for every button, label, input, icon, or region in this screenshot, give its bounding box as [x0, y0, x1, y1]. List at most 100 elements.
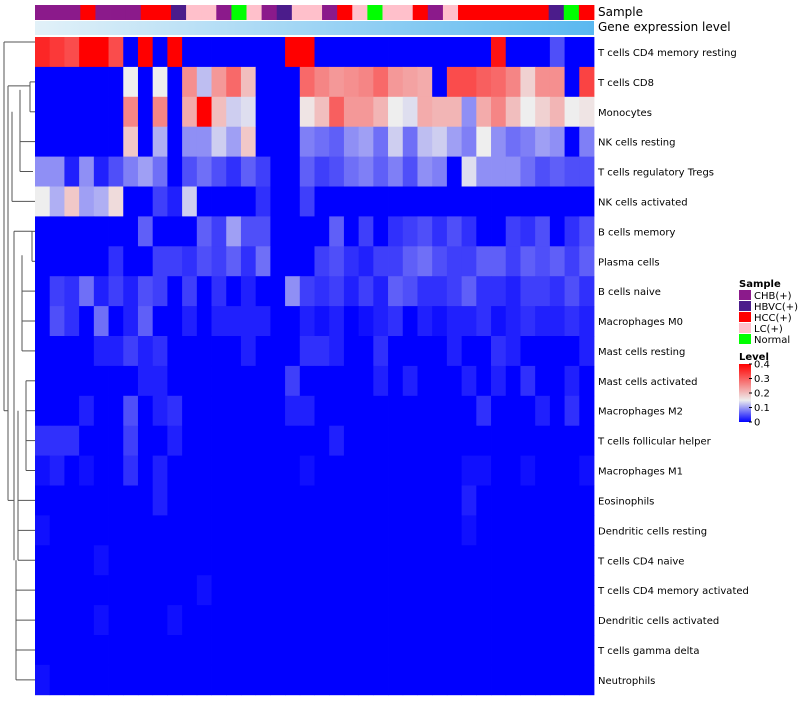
- heatmap-cell: [152, 365, 168, 397]
- heatmap-cell: [35, 66, 51, 98]
- heatmap-cell: [226, 37, 242, 68]
- heatmap-cell: [196, 515, 212, 546]
- heatmap-cell: [417, 216, 433, 247]
- heatmap-cell: [343, 365, 360, 397]
- heatmap-cell: [417, 395, 433, 427]
- heatmap-cell: [299, 96, 315, 128]
- heatmap-cell: [285, 336, 301, 367]
- sample-annotation-cell: [291, 5, 308, 20]
- heatmap-cell: [343, 216, 360, 247]
- heatmap-cell: [64, 186, 80, 217]
- heatmap-cell: [491, 37, 507, 68]
- heatmap-cell: [299, 515, 315, 546]
- heatmap-cell: [240, 545, 257, 576]
- sample-annotation-cell: [186, 5, 202, 20]
- heatmap-cell: [137, 336, 154, 367]
- heatmap-cell: [491, 306, 507, 337]
- heatmap-cell: [373, 246, 389, 277]
- heatmap-cell: [505, 455, 521, 486]
- row-label: T cells follicular helper: [597, 437, 712, 448]
- heatmap-cell: [564, 425, 580, 456]
- heatmap-cell: [35, 306, 51, 337]
- heatmap-cell: [358, 485, 374, 516]
- sample-annotation-cell: [306, 5, 323, 20]
- heatmap-cell: [343, 246, 360, 277]
- heatmap-cell: [432, 664, 448, 696]
- heatmap-cell: [579, 126, 595, 157]
- heatmap-cell: [549, 186, 565, 217]
- heatmap-cell: [505, 37, 521, 68]
- row-label: Macrophages M0: [598, 317, 683, 328]
- heatmap-cell: [432, 37, 448, 68]
- heatmap-cell: [167, 545, 183, 576]
- heatmap-cell: [579, 216, 595, 247]
- heatmap-cell: [579, 156, 595, 187]
- heatmap-cell: [491, 365, 507, 397]
- heatmap-cell: [93, 575, 109, 606]
- row-label: Mast cells resting: [598, 347, 685, 358]
- heatmap-cell: [79, 425, 95, 456]
- sample-legend-label: LC(+): [754, 324, 783, 335]
- row-label: Mast cells activated: [598, 377, 697, 388]
- heatmap-cell: [270, 395, 286, 427]
- heatmap-cell: [182, 635, 198, 666]
- level-legend-tick-label: 0.2: [754, 389, 770, 400]
- heatmap-cell: [535, 485, 551, 516]
- heatmap-cell: [535, 605, 551, 636]
- heatmap-cell: [196, 37, 212, 68]
- heatmap-cell: [299, 246, 315, 277]
- heatmap-cell: [388, 605, 404, 636]
- heatmap-cell: [211, 126, 227, 157]
- heatmap-cell: [520, 276, 536, 307]
- heatmap-cell: [373, 575, 389, 606]
- heatmap-cell: [432, 306, 448, 337]
- heatmap-cell: [211, 186, 227, 217]
- heatmap-cell: [417, 545, 433, 576]
- heatmap-cell: [358, 216, 374, 247]
- row-label: T cells CD4 naive: [597, 556, 684, 567]
- heatmap-cell: [167, 156, 183, 187]
- heatmap-cell: [373, 276, 389, 307]
- heatmap-cell: [299, 545, 315, 576]
- heatmap-cell: [64, 276, 80, 307]
- expression-annotation-strip: [35, 21, 594, 35]
- heatmap-cell: [549, 605, 565, 636]
- heatmap-cell: [255, 126, 271, 157]
- heatmap-cell: [285, 425, 301, 456]
- heatmap-cell: [79, 336, 95, 367]
- heatmap-cell: [417, 515, 433, 546]
- heatmap-cell: [79, 306, 95, 337]
- heatmap-cell: [152, 336, 168, 367]
- heatmap-cell: [64, 336, 80, 367]
- heatmap-cell: [285, 246, 301, 277]
- heatmap-cell: [152, 515, 168, 546]
- heatmap-cell: [432, 515, 448, 546]
- heatmap-cell: [358, 37, 374, 68]
- heatmap-cell: [446, 545, 462, 576]
- heatmap-cell: [417, 336, 433, 367]
- heatmap-cell: [226, 216, 242, 247]
- heatmap-cell: [461, 66, 477, 98]
- heatmap-cell: [167, 37, 183, 68]
- heatmap-cell: [35, 545, 51, 576]
- heatmap-cell: [196, 306, 212, 337]
- heatmap-cell: [535, 276, 551, 307]
- heatmap-cell: [255, 575, 271, 606]
- heatmap-cell: [93, 425, 109, 456]
- heatmap-cell: [417, 664, 433, 696]
- heatmap-cell: [226, 545, 242, 576]
- heatmap-cell: [535, 365, 551, 397]
- heatmap-cell: [211, 664, 227, 696]
- heatmap-cell: [196, 365, 212, 397]
- sample-annotation-cell: [125, 5, 142, 20]
- heatmap-cell: [461, 605, 477, 636]
- heatmap-cell: [240, 395, 257, 427]
- level-legend-title: Level: [739, 352, 769, 363]
- expression-annotation-label: Gene expression level: [598, 20, 731, 34]
- sample-annotation-cell: [337, 5, 353, 20]
- heatmap-cell: [123, 276, 139, 307]
- heatmap-cell: [476, 276, 492, 307]
- heatmap-cell: [535, 96, 551, 128]
- heatmap-cell: [579, 96, 595, 128]
- heatmap-cell: [388, 186, 404, 217]
